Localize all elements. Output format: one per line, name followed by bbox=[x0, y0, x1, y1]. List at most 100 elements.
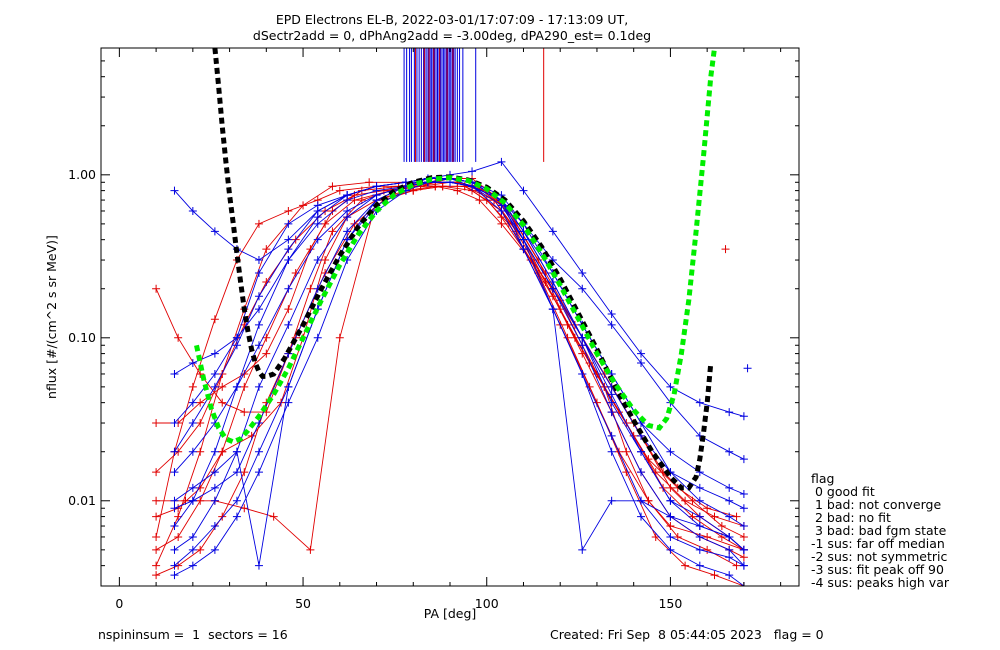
data-point-red bbox=[651, 532, 660, 541]
data-point-blue bbox=[170, 447, 179, 456]
data-point-blue bbox=[607, 320, 616, 329]
data-point-red bbox=[299, 201, 308, 210]
data-point-blue bbox=[739, 545, 748, 554]
data-point-red bbox=[721, 245, 730, 254]
data-point-blue bbox=[254, 447, 263, 456]
data-point-blue bbox=[637, 468, 646, 477]
data-point-blue bbox=[284, 219, 293, 228]
data-point-red bbox=[328, 206, 337, 215]
data-point-blue bbox=[519, 245, 528, 254]
fit-curve-black bbox=[212, 48, 714, 491]
data-point-red bbox=[218, 512, 227, 521]
data-point-blue bbox=[188, 532, 197, 541]
data-point-blue bbox=[188, 447, 197, 456]
data-point-blue bbox=[519, 235, 528, 244]
data-point-red bbox=[666, 483, 675, 492]
data-point-blue bbox=[739, 561, 748, 570]
data-point-blue bbox=[666, 447, 675, 456]
data-point-blue bbox=[188, 496, 197, 505]
series-line-blue bbox=[174, 181, 745, 586]
data-point-blue bbox=[607, 408, 616, 417]
data-point-blue bbox=[188, 483, 197, 492]
data-point-blue bbox=[210, 468, 219, 477]
fit-curve-green bbox=[194, 48, 717, 445]
data-point-blue bbox=[254, 561, 263, 570]
data-point-red bbox=[269, 512, 278, 521]
x-tick-label: 150 bbox=[658, 596, 682, 611]
data-point-blue bbox=[725, 483, 734, 492]
data-point-blue bbox=[284, 284, 293, 293]
data-point-red bbox=[622, 447, 631, 456]
footer-right: Created: Fri Sep 8 05:44:05 2023 flag = … bbox=[550, 627, 824, 642]
data-point-blue bbox=[725, 496, 734, 505]
data-point-blue bbox=[666, 545, 675, 554]
series-line-blue bbox=[174, 161, 745, 417]
data-point-blue bbox=[232, 512, 241, 521]
data-point-blue bbox=[284, 382, 293, 391]
data-point-red bbox=[240, 468, 249, 477]
data-point-blue bbox=[188, 206, 197, 215]
data-point-blue bbox=[170, 571, 179, 580]
data-point-red bbox=[196, 398, 205, 407]
data-point-blue bbox=[313, 256, 322, 265]
legend-item-bad-fgm-state: 3 bad: bad fgm state bbox=[811, 523, 947, 538]
data-point-red bbox=[703, 504, 712, 513]
data-point-blue bbox=[343, 227, 352, 236]
data-point-blue bbox=[725, 408, 734, 417]
data-point-red bbox=[188, 382, 197, 391]
series-line-blue bbox=[174, 178, 745, 566]
data-point-blue bbox=[232, 468, 241, 477]
data-point-blue bbox=[666, 496, 675, 505]
data-point-blue bbox=[695, 532, 704, 541]
data-point-red bbox=[482, 196, 491, 205]
data-point-red bbox=[196, 419, 205, 428]
data-point-blue bbox=[254, 305, 263, 314]
data-point-blue bbox=[739, 412, 748, 421]
data-point-red bbox=[321, 268, 330, 277]
data-point-blue bbox=[343, 206, 352, 215]
data-point-blue bbox=[232, 447, 241, 456]
x-tick-label: 50 bbox=[295, 596, 311, 611]
series-line-blue bbox=[174, 181, 745, 551]
data-point-red bbox=[739, 532, 748, 541]
data-point-blue bbox=[548, 284, 557, 293]
data-point-blue bbox=[548, 227, 557, 236]
data-point-red bbox=[152, 496, 161, 505]
data-point-blue bbox=[284, 320, 293, 329]
data-point-blue bbox=[725, 532, 734, 541]
data-point-red bbox=[196, 496, 205, 505]
chart-subtitle: dSectr2add = 0, dPhAng2add = -3.00deg, d… bbox=[253, 28, 651, 43]
data-point-blue bbox=[188, 398, 197, 407]
data-point-red bbox=[703, 545, 712, 554]
data-point-blue bbox=[607, 431, 616, 440]
series-line-red bbox=[155, 185, 737, 518]
data-point-red bbox=[703, 532, 712, 541]
legend: flag 0 good fit 1 bad: not converge 2 ba… bbox=[811, 471, 950, 590]
data-point-blue bbox=[695, 496, 704, 505]
data-point-blue bbox=[578, 333, 587, 342]
data-point-blue bbox=[739, 504, 748, 513]
data-point-blue bbox=[210, 483, 219, 492]
data-point-red bbox=[673, 532, 682, 541]
data-point-blue bbox=[210, 545, 219, 554]
data-point-red bbox=[321, 256, 330, 265]
data-point-blue bbox=[548, 305, 557, 314]
data-point-blue bbox=[343, 191, 352, 200]
data-point-red bbox=[152, 571, 161, 580]
data-point-blue bbox=[170, 419, 179, 428]
data-point-blue bbox=[210, 522, 219, 531]
data-point-blue bbox=[284, 398, 293, 407]
data-point-red bbox=[475, 196, 484, 205]
data-point-red bbox=[666, 522, 675, 531]
data-point-blue bbox=[170, 369, 179, 378]
data-point-blue bbox=[607, 309, 616, 318]
data-point-red bbox=[732, 561, 741, 570]
legend-item-peaks-high-var: -4 sus: peaks high var bbox=[811, 575, 950, 590]
data-point-red bbox=[717, 522, 726, 531]
data-point-red bbox=[321, 219, 330, 228]
data-point-blue bbox=[170, 522, 179, 531]
data-point-blue bbox=[468, 167, 477, 176]
data-point-red bbox=[218, 398, 227, 407]
data-point-blue bbox=[725, 553, 734, 562]
legend-item-not-converge: 1 bad: not converge bbox=[811, 497, 941, 512]
